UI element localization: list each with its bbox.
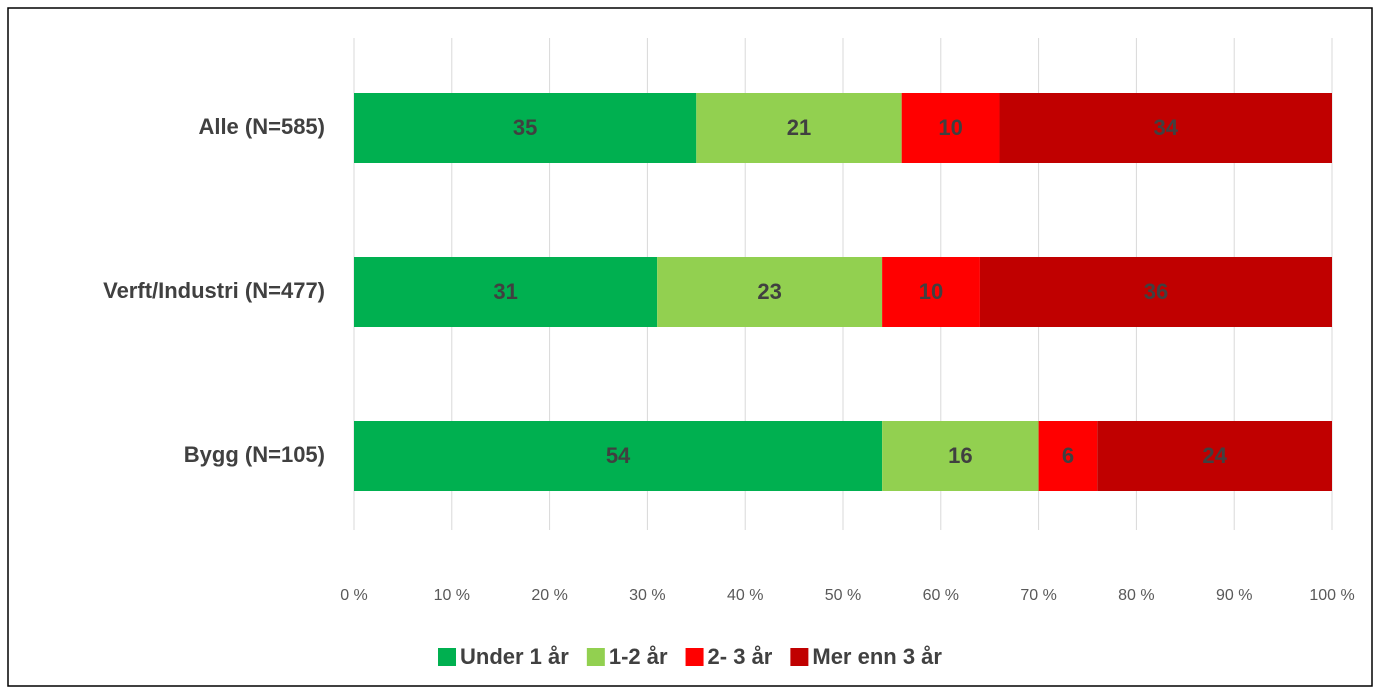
bar-segment <box>696 93 902 163</box>
bar-segment <box>979 257 1332 327</box>
data-label: 21 <box>787 115 811 140</box>
x-tick-label: 100 % <box>1309 587 1354 604</box>
bar-segment <box>901 93 1000 163</box>
y-tick-label: Alle (N=585) <box>198 114 325 139</box>
bar-segment <box>657 257 883 327</box>
data-label: 31 <box>493 279 517 304</box>
y-tick-label: Bygg (N=105) <box>184 442 325 467</box>
data-label: 36 <box>1144 279 1168 304</box>
x-tick-label: 40 % <box>727 587 763 604</box>
data-label: 10 <box>938 115 962 140</box>
bar-segment <box>999 93 1332 163</box>
bar-segment <box>882 257 980 327</box>
x-tick-label: 20 % <box>531 587 567 604</box>
x-tick-label: 80 % <box>1118 587 1154 604</box>
bar-segment <box>354 93 697 163</box>
data-label: 23 <box>757 279 781 304</box>
x-tick-label: 60 % <box>923 587 959 604</box>
bar-segment <box>1038 421 1098 491</box>
x-tick-label: 30 % <box>629 587 665 604</box>
data-label: 10 <box>919 279 943 304</box>
data-label: 54 <box>606 443 631 468</box>
legend-label: 2- 3 år <box>708 644 773 669</box>
bar-segment <box>882 421 1039 491</box>
legend-label: Mer enn 3 år <box>812 644 942 669</box>
legend-swatch <box>790 648 809 666</box>
data-label: 35 <box>513 115 537 140</box>
legend-swatch <box>586 648 605 666</box>
x-tick-label: 10 % <box>434 587 470 604</box>
data-label: 6 <box>1062 443 1074 468</box>
bar-segment <box>354 257 658 327</box>
bar-segment <box>1097 421 1332 491</box>
legend-swatch <box>685 648 704 666</box>
x-tick-label: 70 % <box>1020 587 1056 604</box>
y-tick-label: Verft/Industri (N=477) <box>103 278 325 303</box>
legend-label: 1-2 år <box>609 644 668 669</box>
data-label: 34 <box>1153 115 1178 140</box>
x-tick-label: 50 % <box>825 587 861 604</box>
legend-swatch <box>438 648 457 666</box>
x-tick-label: 0 % <box>340 587 368 604</box>
data-label: 16 <box>948 443 972 468</box>
data-label: 24 <box>1202 443 1227 468</box>
legend-label: Under 1 år <box>460 644 569 669</box>
x-tick-label: 90 % <box>1216 587 1252 604</box>
bar-segment <box>354 421 883 491</box>
